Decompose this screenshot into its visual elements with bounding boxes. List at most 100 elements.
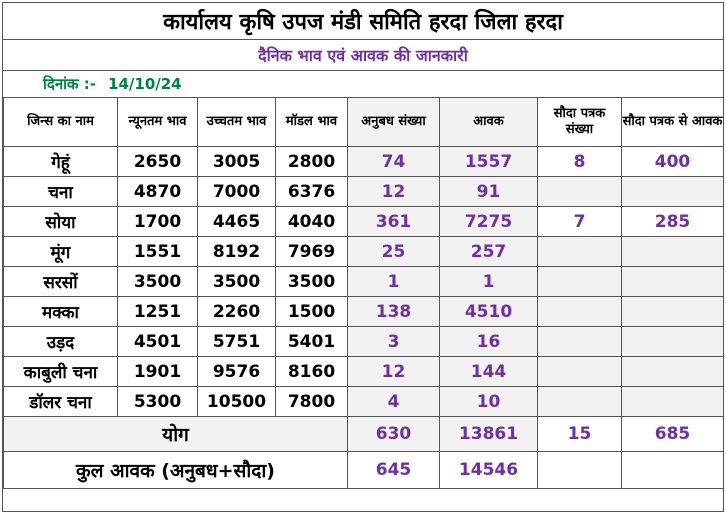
cell-aavak: 1	[439, 266, 538, 297]
cell-anubadh: 138	[347, 296, 440, 327]
col-header-sauda-aavak: सौदा पत्रक से आवक	[621, 97, 724, 147]
cell-sauda-aavak: 285	[621, 206, 724, 237]
grand-total-label: कुल आवक (अनुबध+सौदा)	[3, 451, 348, 489]
cell-name: चना	[3, 176, 118, 207]
cell-anubadh: 361	[347, 206, 440, 237]
cell-min: 4501	[117, 326, 198, 357]
cell-name: मूंग	[3, 236, 118, 267]
cell-min: 2650	[117, 146, 198, 177]
cell-anubadh: 3	[347, 326, 440, 357]
cell-model: 1500	[275, 296, 348, 327]
cell-sauda-aavak	[621, 326, 724, 357]
col-header-min: न्यूनतम भाव	[117, 97, 198, 147]
grand-total-aavak: 14546	[439, 451, 538, 489]
cell-aavak: 7275	[439, 206, 538, 237]
cell-sauda-aavak	[621, 296, 724, 327]
cell-max: 4465	[197, 206, 276, 237]
cell-max: 5751	[197, 326, 276, 357]
grand-total-row: कुल आवक (अनुबध+सौदा) 645 14546	[3, 451, 724, 489]
table-header-row: जिन्स का नाम न्यूनतम भाव उच्चतम भाव मॉडल…	[3, 97, 724, 147]
cell-anubadh: 25	[347, 236, 440, 267]
cell-aavak: 91	[439, 176, 538, 207]
cell-anubadh: 74	[347, 146, 440, 177]
col-header-name: जिन्स का नाम	[3, 97, 118, 147]
cell-min: 1700	[117, 206, 198, 237]
date-row: दिनांक :- 14/10/24	[3, 71, 723, 97]
cell-sauda-aavak	[621, 386, 724, 417]
col-header-sauda-sankhya: सौदा पत्रक संख्या	[537, 97, 622, 147]
cell-model: 4040	[275, 206, 348, 237]
cell-max: 3500	[197, 266, 276, 297]
table-row: काबुली चना 1901 9576 8160 12 144	[3, 356, 724, 387]
cell-max: 3005	[197, 146, 276, 177]
cell-anubadh: 4	[347, 386, 440, 417]
cell-model: 2800	[275, 146, 348, 177]
cell-max: 9576	[197, 356, 276, 387]
table-row: मूंग 1551 8192 7969 25 257	[3, 236, 724, 267]
total-aavak: 13861	[439, 416, 538, 452]
table-row: गेहूं 2650 3005 2800 74 1557 8 400	[3, 146, 724, 177]
cell-sauda-sankhya	[537, 326, 622, 357]
cell-sauda-sankhya	[537, 266, 622, 297]
total-label: योग	[3, 416, 348, 452]
cell-name: काबुली चना	[3, 356, 118, 387]
table-row: मक्का 1251 2260 1500 138 4510	[3, 296, 724, 327]
total-row: योग 630 13861 15 685	[3, 416, 724, 452]
total-anubadh: 630	[347, 416, 440, 452]
col-header-anubadh: अनुबध संख्या	[347, 97, 440, 147]
cell-name: मक्का	[3, 296, 118, 327]
cell-min: 1901	[117, 356, 198, 387]
cell-min: 1251	[117, 296, 198, 327]
cell-sauda-sankhya: 7	[537, 206, 622, 237]
cell-min: 1551	[117, 236, 198, 267]
cell-sauda-sankhya: 8	[537, 146, 622, 177]
cell-aavak: 257	[439, 236, 538, 267]
date-label: दिनांक :-	[43, 75, 97, 93]
cell-sauda-sankhya	[537, 356, 622, 387]
cell-sauda-aavak	[621, 176, 724, 207]
cell-sauda-aavak	[621, 266, 724, 297]
table-row: चना 4870 7000 6376 12 91	[3, 176, 724, 207]
cell-aavak: 1557	[439, 146, 538, 177]
cell-aavak: 144	[439, 356, 538, 387]
cell-min: 3500	[117, 266, 198, 297]
cell-name: सोया	[3, 206, 118, 237]
page-title: कार्यालय कृषि उपज मंडी समिति हरदा जिला ह…	[3, 3, 723, 40]
col-header-aavak: आवक	[439, 97, 538, 147]
cell-model: 7969	[275, 236, 348, 267]
table-row: उड़द 4501 5751 5401 3 16	[3, 326, 724, 357]
cell-model: 6376	[275, 176, 348, 207]
grand-total-empty-2	[621, 451, 724, 489]
cell-name: गेहूं	[3, 146, 118, 177]
cell-sauda-sankhya	[537, 236, 622, 267]
date-value: 14/10/24	[108, 75, 182, 93]
col-header-model: मॉडल भाव	[275, 97, 348, 147]
cell-anubadh: 1	[347, 266, 440, 297]
cell-min: 4870	[117, 176, 198, 207]
cell-max: 8192	[197, 236, 276, 267]
table-row: सोया 1700 4465 4040 361 7275 7 285	[3, 206, 724, 237]
total-sauda-aavak: 685	[621, 416, 724, 452]
cell-name: सरसों	[3, 266, 118, 297]
cell-model: 7800	[275, 386, 348, 417]
cell-aavak: 16	[439, 326, 538, 357]
rates-table: जिन्स का नाम न्यूनतम भाव उच्चतम भाव मॉडल…	[3, 97, 724, 489]
cell-sauda-sankhya	[537, 296, 622, 327]
cell-name: उड़द	[3, 326, 118, 357]
cell-sauda-sankhya	[537, 386, 622, 417]
cell-sauda-sankhya	[537, 176, 622, 207]
grand-total-anubadh: 645	[347, 451, 440, 489]
cell-aavak: 4510	[439, 296, 538, 327]
page-subtitle: दैनिक भाव एवं आवक की जानकारी	[3, 40, 723, 71]
cell-anubadh: 12	[347, 356, 440, 387]
cell-model: 3500	[275, 266, 348, 297]
cell-model: 5401	[275, 326, 348, 357]
col-header-max: उच्चतम भाव	[197, 97, 276, 147]
grand-total-empty-1	[537, 451, 622, 489]
table-row: डॉलर चना 5300 10500 7800 4 10	[3, 386, 724, 417]
cell-anubadh: 12	[347, 176, 440, 207]
cell-sauda-aavak: 400	[621, 146, 724, 177]
cell-name: डॉलर चना	[3, 386, 118, 417]
cell-max: 7000	[197, 176, 276, 207]
